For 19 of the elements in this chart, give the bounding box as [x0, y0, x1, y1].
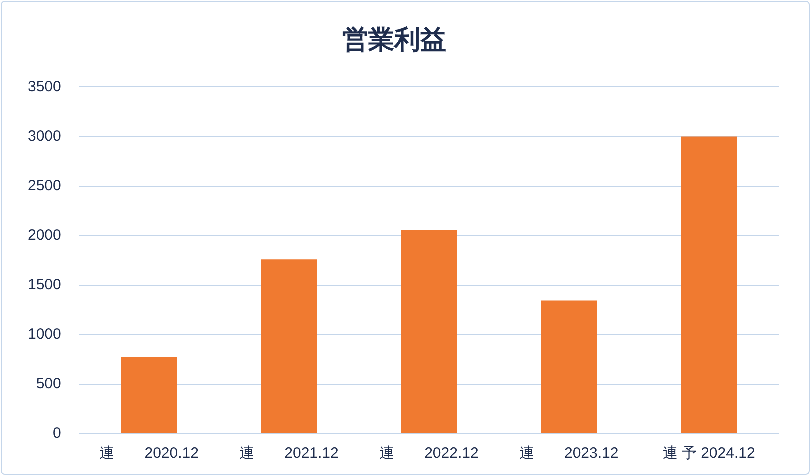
x-tick-label: 連 2022.12	[380, 445, 479, 462]
x-tick-label: 連 2020.12	[100, 445, 199, 462]
x-tick-label: 連 予 2024.12	[662, 445, 756, 462]
y-tick-label: 3000	[28, 128, 62, 145]
y-tick-label: 0	[53, 425, 62, 442]
bar	[541, 300, 598, 434]
x-tick-label: 連 2021.12	[240, 445, 339, 462]
bar	[401, 230, 458, 434]
bar	[681, 136, 738, 434]
y-tick-label: 3500	[28, 78, 62, 96]
y-tick-label: 2000	[28, 226, 62, 244]
bar	[121, 357, 178, 434]
x-tick-label: 連 2023.12	[519, 445, 619, 462]
y-tick-label: 2500	[28, 177, 62, 194]
chart-title: 営業利益	[342, 25, 446, 56]
y-tick-label: 1000	[28, 326, 62, 344]
y-tick-label: 500	[36, 376, 62, 393]
y-tick-label: 1500	[28, 276, 62, 294]
bar	[261, 260, 318, 434]
